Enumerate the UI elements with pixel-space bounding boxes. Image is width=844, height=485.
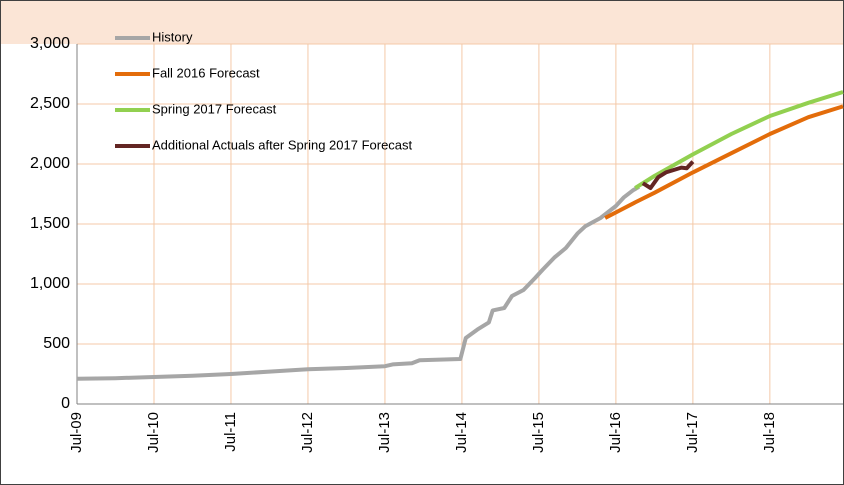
x-tick-label: Jul-18 <box>761 412 778 453</box>
x-tick-label: Jul-12 <box>299 412 316 453</box>
y-tick-label: 2,000 <box>30 155 70 172</box>
x-tick-label: Jul-10 <box>145 412 162 453</box>
x-tick-label: Jul-17 <box>684 412 701 453</box>
series-line <box>76 185 640 381</box>
y-tick-label: 0 <box>61 395 70 412</box>
legend-label: Fall 2016 Forecast <box>152 65 260 80</box>
x-tick-label: Jul-13 <box>376 412 393 453</box>
x-tick-label: Jul-16 <box>607 412 624 453</box>
x-tick-label: Jul-15 <box>530 412 547 453</box>
series-line <box>604 104 844 220</box>
legend-label: Additional Actuals after Spring 2017 For… <box>152 137 413 152</box>
y-tick-label: 3,000 <box>30 35 70 52</box>
x-tick-label: Jul-14 <box>453 412 470 453</box>
series-line <box>634 90 844 190</box>
y-tick-label: 2,500 <box>30 95 70 112</box>
legend-label: Spring 2017 Forecast <box>152 101 277 116</box>
x-tick-label: Jul-09 <box>68 412 85 453</box>
y-tick-label: 1,000 <box>30 275 70 292</box>
y-tick-label: 500 <box>43 335 70 352</box>
legend-label: History <box>152 29 193 44</box>
x-tick-label: Jul-11 <box>222 412 239 452</box>
series-line <box>641 160 695 190</box>
y-tick-label: 1,500 <box>30 215 70 232</box>
